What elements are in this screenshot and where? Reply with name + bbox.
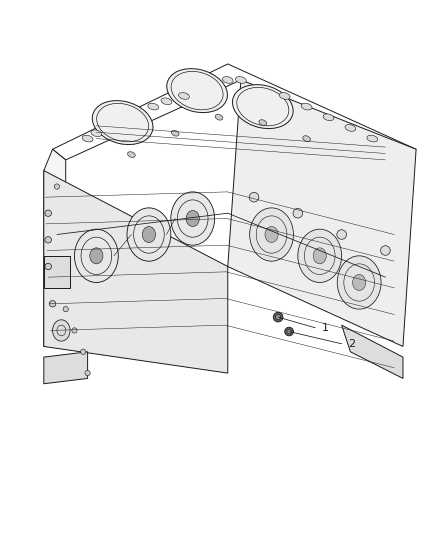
Ellipse shape bbox=[276, 314, 281, 320]
Ellipse shape bbox=[81, 349, 86, 354]
Ellipse shape bbox=[345, 125, 356, 131]
Ellipse shape bbox=[287, 329, 291, 334]
Ellipse shape bbox=[167, 69, 227, 112]
Ellipse shape bbox=[49, 301, 56, 307]
Ellipse shape bbox=[381, 246, 390, 255]
Ellipse shape bbox=[53, 320, 70, 341]
Ellipse shape bbox=[233, 85, 293, 128]
Ellipse shape bbox=[142, 227, 155, 243]
Ellipse shape bbox=[313, 248, 326, 264]
Ellipse shape bbox=[72, 328, 77, 333]
Polygon shape bbox=[44, 256, 70, 288]
Ellipse shape bbox=[127, 208, 171, 261]
Ellipse shape bbox=[82, 135, 93, 142]
Polygon shape bbox=[44, 149, 66, 346]
Polygon shape bbox=[342, 325, 403, 378]
Text: 2: 2 bbox=[348, 339, 355, 349]
Polygon shape bbox=[44, 171, 228, 373]
Ellipse shape bbox=[303, 136, 311, 141]
Ellipse shape bbox=[54, 184, 60, 189]
Ellipse shape bbox=[186, 211, 199, 227]
Polygon shape bbox=[228, 80, 416, 346]
Ellipse shape bbox=[45, 210, 51, 216]
Ellipse shape bbox=[367, 135, 378, 142]
Ellipse shape bbox=[90, 248, 103, 264]
Ellipse shape bbox=[215, 115, 223, 120]
Ellipse shape bbox=[279, 93, 290, 99]
Ellipse shape bbox=[171, 192, 215, 245]
Ellipse shape bbox=[250, 208, 293, 261]
Ellipse shape bbox=[85, 370, 90, 376]
Ellipse shape bbox=[45, 237, 51, 243]
Ellipse shape bbox=[92, 101, 153, 144]
Ellipse shape bbox=[273, 312, 283, 322]
Ellipse shape bbox=[337, 230, 346, 239]
Ellipse shape bbox=[265, 227, 278, 243]
Ellipse shape bbox=[161, 98, 172, 104]
Polygon shape bbox=[44, 352, 88, 384]
Ellipse shape bbox=[179, 93, 189, 99]
Ellipse shape bbox=[63, 306, 68, 312]
Ellipse shape bbox=[249, 192, 259, 202]
Ellipse shape bbox=[301, 103, 312, 110]
Ellipse shape bbox=[148, 103, 159, 110]
Ellipse shape bbox=[91, 130, 102, 136]
Ellipse shape bbox=[259, 120, 267, 125]
Ellipse shape bbox=[337, 256, 381, 309]
Ellipse shape bbox=[45, 263, 51, 270]
Ellipse shape bbox=[223, 77, 233, 83]
Ellipse shape bbox=[323, 114, 334, 120]
Ellipse shape bbox=[293, 208, 303, 218]
Ellipse shape bbox=[353, 274, 366, 290]
Ellipse shape bbox=[298, 229, 342, 282]
Ellipse shape bbox=[236, 77, 246, 83]
Ellipse shape bbox=[127, 152, 135, 157]
Text: 1: 1 bbox=[322, 323, 329, 333]
Polygon shape bbox=[53, 64, 416, 171]
Ellipse shape bbox=[285, 327, 293, 336]
Ellipse shape bbox=[171, 131, 179, 136]
Ellipse shape bbox=[74, 229, 118, 282]
